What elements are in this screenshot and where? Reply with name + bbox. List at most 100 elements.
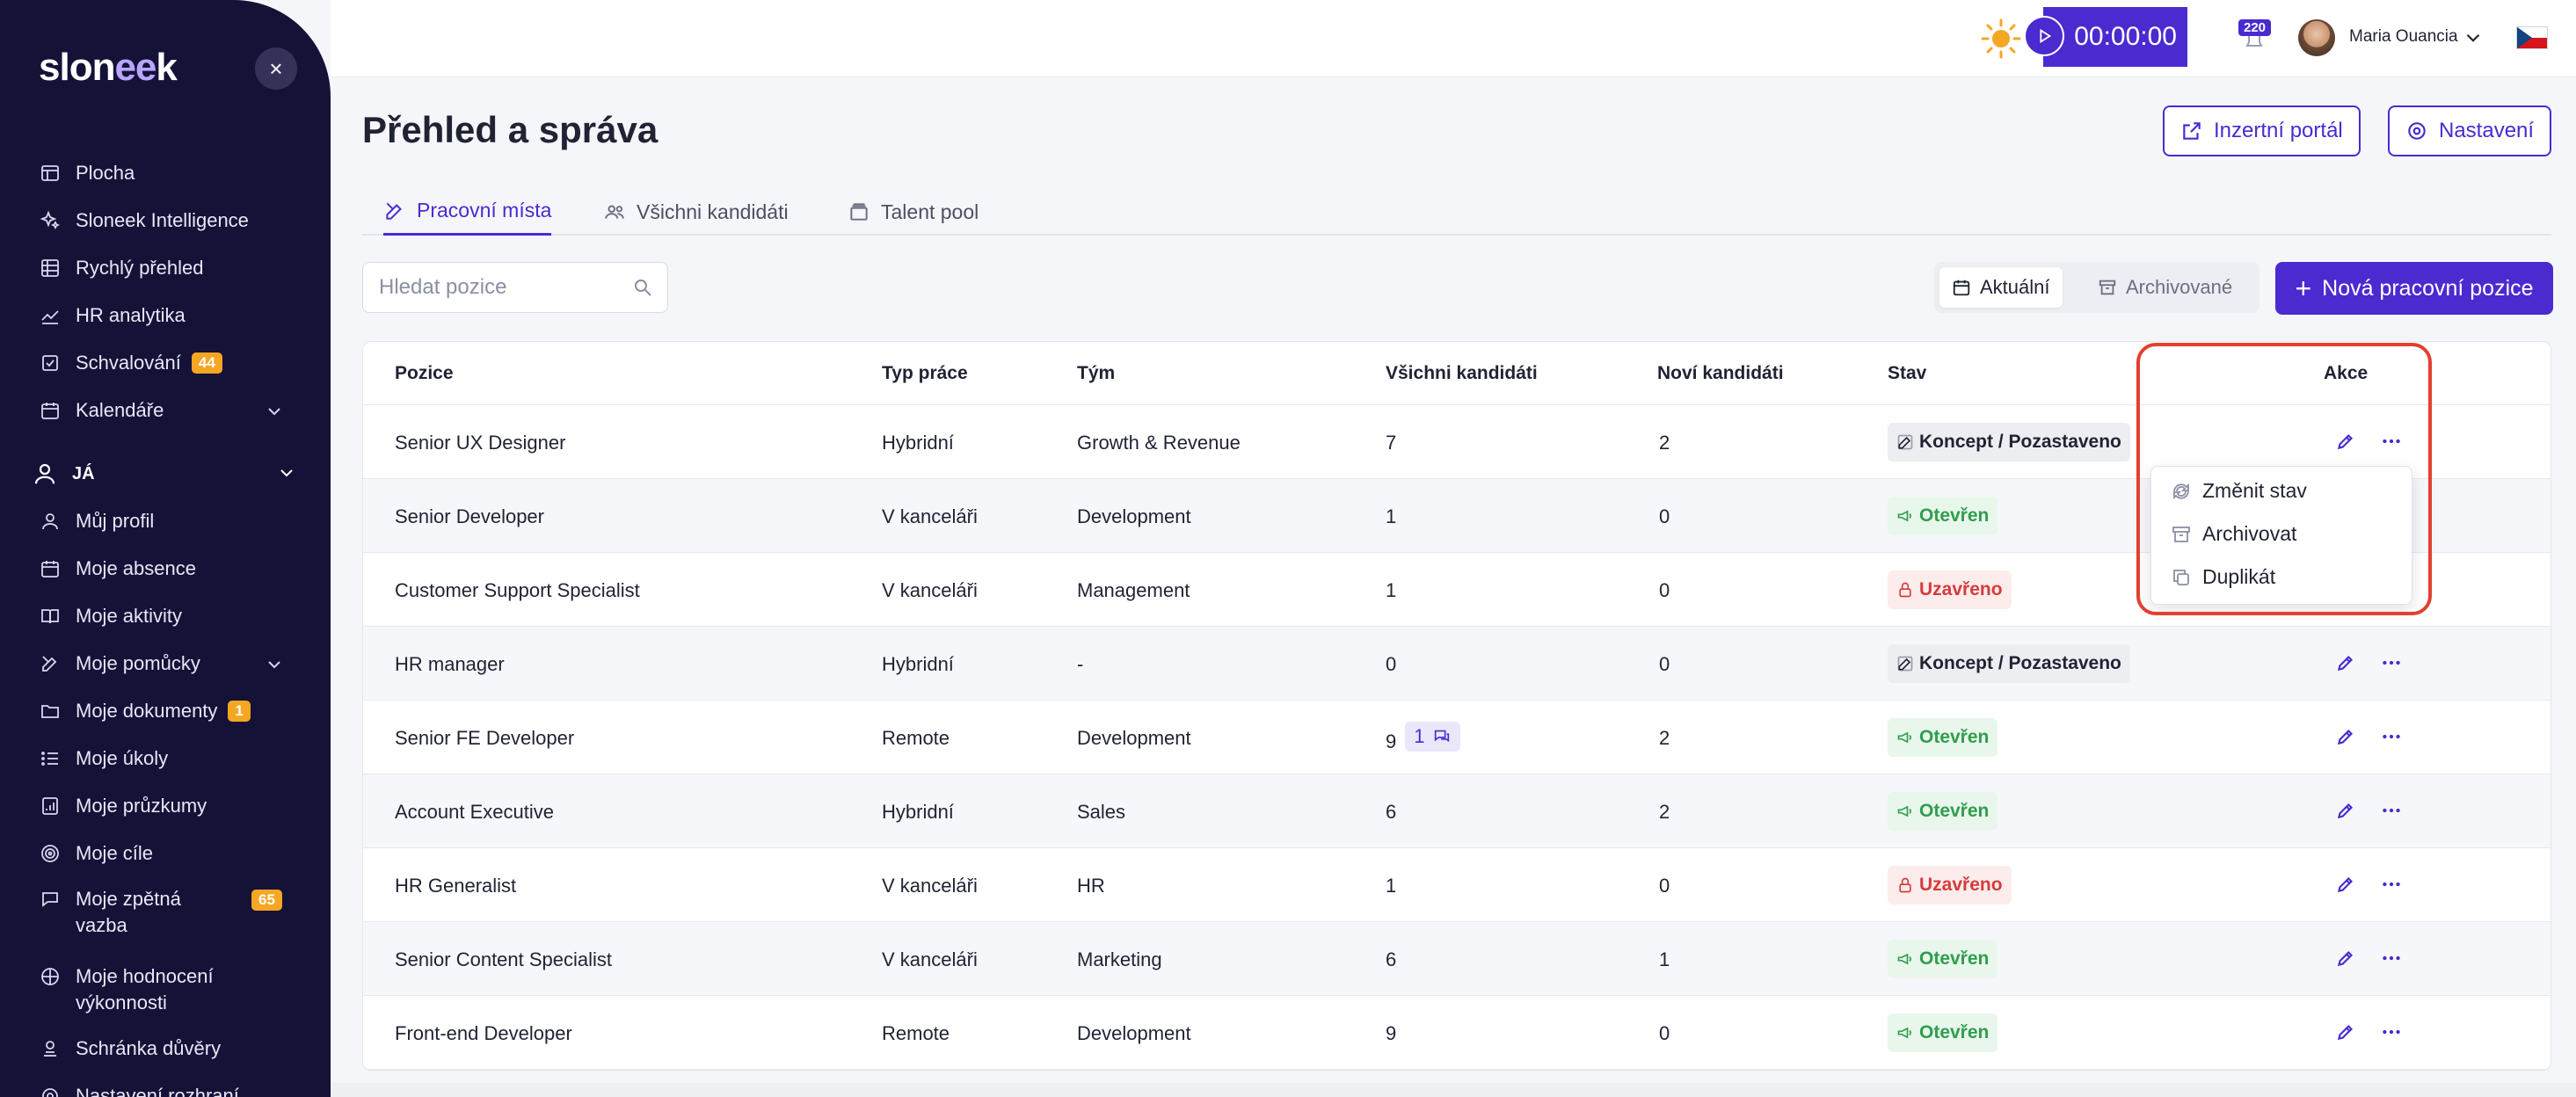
inzertni-portal-button[interactable]: Inzertní portál xyxy=(2163,105,2361,156)
section-ja[interactable]: JÁ xyxy=(32,461,95,487)
sidebar-item-moje-pomucky[interactable]: Moje pomůcky xyxy=(39,652,200,675)
table-row[interactable]: Senior UX Designer Hybridní Growth & Rev… xyxy=(363,405,2551,479)
table-row[interactable]: Senior FE Developer Remote Development 9… xyxy=(363,701,2551,774)
pencil-icon[interactable] xyxy=(2334,1021,2357,1043)
more-horizontal-icon[interactable] xyxy=(2380,725,2403,748)
avatar[interactable] xyxy=(2298,19,2335,56)
book-icon xyxy=(39,605,62,628)
tab-label: Talent pool xyxy=(881,200,979,223)
sidebar-item-moje-hodnoceni[interactable]: Moje hodnocení výkonnosti xyxy=(39,963,214,1016)
table-row[interactable]: Front-end Developer Remote Development 9… xyxy=(363,996,2551,1070)
cell-position[interactable]: Senior FE Developer xyxy=(395,727,575,749)
pencil-icon[interactable] xyxy=(2334,947,2357,970)
cell-position[interactable]: Account Executive xyxy=(395,801,554,823)
cell-position[interactable]: HR Generalist xyxy=(395,875,517,897)
czech-flag-icon[interactable] xyxy=(2516,26,2548,49)
more-horizontal-icon[interactable] xyxy=(2380,651,2403,674)
more-horizontal-icon[interactable] xyxy=(2380,873,2403,896)
sidebar-item-moje-ukoly[interactable]: Moje úkoly xyxy=(39,747,168,770)
play-button[interactable] xyxy=(2024,16,2064,56)
user-name[interactable]: Maria Ouancia xyxy=(2349,27,2458,46)
cell-new-candidates: 2 xyxy=(1659,432,1670,454)
sidebar-item-moje-cile[interactable]: Moje cíle xyxy=(39,842,153,865)
status-badge: Uzavřeno xyxy=(1888,570,2012,609)
column-header-tym[interactable]: Tým xyxy=(1077,363,1116,383)
pencil-icon[interactable] xyxy=(2334,725,2357,748)
tab-vsichni-kandidati[interactable]: Všichni kandidáti xyxy=(603,188,789,236)
sidebar-item-moje-zpetna-vazba[interactable]: Moje zpětná vazba xyxy=(39,886,181,939)
cell-new-candidates: 0 xyxy=(1659,579,1670,601)
more-horizontal-icon[interactable] xyxy=(2380,799,2403,822)
cell-all-candidates: 9 xyxy=(1386,1022,1396,1045)
more-horizontal-icon[interactable] xyxy=(2380,430,2403,453)
nastaveni-button[interactable]: Nastavení xyxy=(2388,105,2552,156)
new-position-button[interactable]: + Nová pracovní pozice xyxy=(2275,262,2553,315)
megaphone-icon xyxy=(1897,953,1911,965)
close-sidebar-button[interactable]: × xyxy=(255,47,297,90)
sidebar-item-label: Moje cíle xyxy=(76,842,154,864)
comments-badge[interactable]: 1 xyxy=(1405,722,1460,752)
sidebar-item-moje-dokumenty[interactable]: Moje dokumenty 1 xyxy=(39,700,251,723)
column-header-vsichni-kandidati[interactable]: Všichni kandidáti xyxy=(1386,363,1538,383)
page-title: Přehled a správa xyxy=(362,109,659,150)
pencil-icon[interactable] xyxy=(2334,873,2357,896)
search-icon[interactable] xyxy=(632,277,653,298)
more-horizontal-icon[interactable] xyxy=(2380,1021,2403,1043)
filter-aktualni[interactable]: Aktuální xyxy=(1939,267,2063,308)
chevron-down-icon[interactable] xyxy=(264,654,285,675)
chevron-down-icon[interactable] xyxy=(264,401,285,422)
cell-work-type: Hybridní xyxy=(882,432,954,454)
sidebar-item-plocha[interactable]: Plocha xyxy=(39,162,135,185)
table-row[interactable]: HR Generalist V kanceláři HR 1 0 Uzavřen… xyxy=(363,848,2551,922)
more-horizontal-icon[interactable] xyxy=(2380,947,2403,970)
table-row[interactable]: HR manager Hybridní - 0 0 Koncept / Poza… xyxy=(363,627,2551,701)
all-candidates-count: 0 xyxy=(1386,653,1397,675)
sidebar-item-moje-aktivity[interactable]: Moje aktivity xyxy=(39,605,182,628)
column-header-typ-prace[interactable]: Typ práce xyxy=(882,363,968,383)
sidebar-item-moje-absence[interactable]: Moje absence xyxy=(39,557,196,580)
tab-pracovni-mista[interactable]: Pracovní místa xyxy=(383,188,552,236)
sidebar-item-hr-analytika[interactable]: HR analytika xyxy=(39,304,186,327)
column-header-pozice[interactable]: Pozice xyxy=(395,363,454,383)
column-header-novi-kandidati[interactable]: Noví kandidáti xyxy=(1657,363,1784,383)
cell-position[interactable]: Senior Content Specialist xyxy=(395,948,613,970)
cell-position[interactable]: Senior Developer xyxy=(395,505,544,527)
calendar-icon xyxy=(39,399,62,422)
cell-team: Development xyxy=(1077,505,1191,527)
sidebar-item-rychly-prehled[interactable]: Rychlý přehled xyxy=(39,257,204,280)
cell-all-candidates: 6 xyxy=(1386,801,1396,824)
sidebar-item-sloneek-intelligence[interactable]: Sloneek Intelligence xyxy=(39,209,249,232)
search-input[interactable] xyxy=(363,263,618,312)
cell-position[interactable]: HR manager xyxy=(395,653,505,675)
filter-archivovane[interactable]: Archivované xyxy=(2085,267,2245,308)
sun-icon[interactable] xyxy=(1980,18,2022,60)
table-row[interactable]: Account Executive Hybridní Sales 6 2 Ote… xyxy=(363,774,2551,848)
sidebar-item-schranka-duvery[interactable]: Schránka důvěry xyxy=(39,1037,221,1060)
menu-item-zmenit-stav[interactable]: Změnit stav xyxy=(2171,479,2307,503)
cell-position[interactable]: Customer Support Specialist xyxy=(395,579,640,601)
timer-display[interactable]: 00:00:00 xyxy=(2043,7,2187,67)
chevron-down-icon[interactable] xyxy=(2462,26,2485,49)
chevron-down-icon[interactable] xyxy=(276,462,297,483)
pencil-icon[interactable] xyxy=(2334,651,2357,674)
megaphone-icon xyxy=(1897,731,1911,744)
table-row[interactable]: Senior Content Specialist V kanceláři Ma… xyxy=(363,922,2551,996)
menu-item-duplikat[interactable]: Duplikát xyxy=(2171,565,2275,589)
cell-position[interactable]: Front-end Developer xyxy=(395,1022,572,1044)
filter-segmented-control: Aktuální Archivované xyxy=(1934,262,2259,313)
sidebar-item-muj-profil[interactable]: Můj profil xyxy=(39,510,154,533)
edit-square-icon xyxy=(1897,656,1913,672)
sidebar-item-kalendare[interactable]: Kalendáře xyxy=(39,399,164,422)
sidebar-item-schvalovani[interactable]: Schvalování 44 xyxy=(39,352,222,374)
pencil-icon[interactable] xyxy=(2334,430,2357,453)
menu-item-archivovat[interactable]: Archivovat xyxy=(2171,522,2296,546)
cell-all-candidates: 7 xyxy=(1386,432,1396,454)
sidebar-item-nastaveni-rozhrani[interactable]: Nastavení rozhraní xyxy=(39,1085,239,1097)
pencil-icon[interactable] xyxy=(2334,799,2357,822)
tab-talent-pool[interactable]: Talent pool xyxy=(848,188,979,236)
sloneek-logo[interactable]: sloneek xyxy=(39,46,178,89)
table-row[interactable]: Customer Support Specialist V kanceláři … xyxy=(363,553,2551,627)
column-header-stav[interactable]: Stav xyxy=(1888,363,1927,383)
sidebar-item-moje-pruzkumy[interactable]: Moje průzkumy xyxy=(39,795,207,817)
cell-position[interactable]: Senior UX Designer xyxy=(395,432,566,454)
